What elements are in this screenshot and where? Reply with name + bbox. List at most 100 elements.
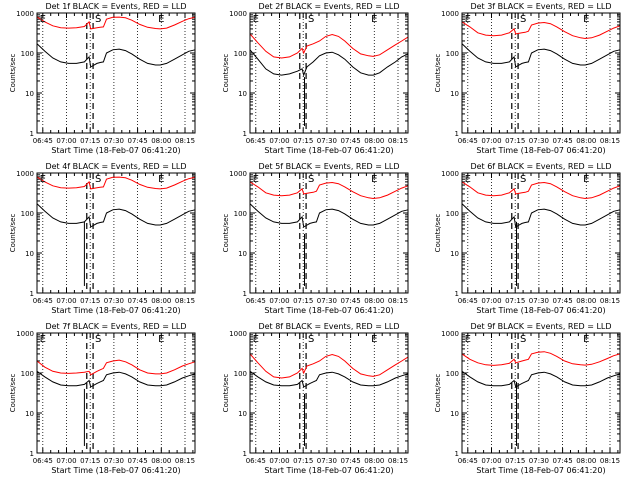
x-tick-label: 08:15 — [600, 457, 620, 465]
series-events-line — [36, 203, 196, 228]
detector-panel-9: Det 9f BLACK = Events, RED = LLD Counts/s… — [434, 322, 621, 475]
series-lld-line — [36, 359, 196, 376]
x-axis-label: Start Time (18-Feb-07 06:41:20) — [51, 466, 180, 475]
x-tick-label: 06:45 — [458, 457, 478, 465]
x-tick-label: 08:15 — [175, 297, 195, 305]
plot-frame — [461, 172, 621, 294]
marker-e: E — [371, 14, 377, 25]
series-lld-line — [249, 181, 409, 200]
marker-s: S — [308, 334, 314, 345]
series-lld-line — [461, 351, 621, 366]
x-tick-label: 06:45 — [246, 137, 266, 145]
panel-title: Det 5f BLACK = Events, RED = LLD — [258, 162, 399, 171]
x-tick-label: 08:15 — [388, 297, 408, 305]
x-tick-label: 08:15 — [175, 137, 195, 145]
x-tick-label: 08:00 — [364, 457, 384, 465]
x-tick-label: 08:00 — [576, 297, 596, 305]
x-tick-label: 06:45 — [33, 137, 53, 145]
marker-e: E — [40, 14, 46, 25]
y-tick-label: 10 — [238, 90, 247, 98]
y-tick-label: 10 — [238, 410, 247, 418]
panel-title: Det 9f BLACK = Events, RED = LLD — [470, 322, 611, 331]
detector-panel-3: Det 3f BLACK = Events, RED = LLD Counts/s… — [434, 2, 621, 155]
marker-s: S — [95, 14, 101, 25]
detector-panel-7: Det 7f BLACK = Events, RED = LLD Counts/s… — [9, 322, 196, 475]
y-tick-label: 1 — [455, 450, 459, 458]
y-tick-label: 10 — [450, 90, 459, 98]
panel-title: Det 1f BLACK = Events, RED = LLD — [45, 2, 186, 11]
marker-e: E — [158, 334, 164, 345]
x-tick-label: 07:15 — [505, 137, 525, 145]
series-events-line — [461, 370, 621, 388]
y-tick-label: 100 — [446, 370, 459, 378]
marker-e: E — [158, 14, 164, 25]
x-tick-label: 07:00 — [56, 137, 76, 145]
series-events-line — [249, 370, 409, 388]
x-tick-label: 07:00 — [56, 297, 76, 305]
y-tick-label: 10 — [450, 250, 459, 258]
y-tick-label: 1000 — [441, 330, 459, 338]
x-tick-label: 08:00 — [576, 137, 596, 145]
y-tick-label: 10 — [450, 410, 459, 418]
series-events-line — [36, 370, 196, 388]
x-tick-label: 07:00 — [481, 137, 501, 145]
y-tick-label: 100 — [234, 210, 247, 218]
y-axis-label: Counts/sec — [9, 374, 17, 413]
x-axis-label: Start Time (18-Feb-07 06:41:20) — [264, 306, 393, 315]
y-tick-label: 1000 — [441, 10, 459, 18]
y-axis-label: Counts/sec — [222, 374, 230, 413]
x-tick-label: 07:15 — [80, 137, 100, 145]
marker-s: S — [520, 174, 526, 185]
y-axis-label: Counts/sec — [434, 374, 442, 413]
marker-e: E — [371, 174, 377, 185]
plot-frame — [36, 172, 196, 294]
x-tick-label: 08:15 — [388, 137, 408, 145]
x-tick-label: 06:45 — [246, 297, 266, 305]
x-tick-label: 07:45 — [553, 297, 573, 305]
marker-s: S — [95, 334, 101, 345]
series-lld-line — [249, 353, 409, 379]
y-tick-label: 1 — [243, 450, 247, 458]
marker-e: E — [253, 14, 259, 25]
plot-frame — [461, 332, 621, 454]
detector-panel-1: Det 1f BLACK = Events, RED = LLD Counts/s… — [9, 2, 196, 155]
x-tick-label: 06:45 — [33, 457, 53, 465]
x-tick-label: 08:15 — [600, 137, 620, 145]
y-axis-label: Counts/sec — [434, 54, 442, 93]
x-tick-label: 07:15 — [80, 297, 100, 305]
detector-panel-6: Det 6f BLACK = Events, RED = LLD Counts/s… — [434, 162, 621, 315]
x-tick-label: 08:00 — [364, 297, 384, 305]
x-axis-label: Start Time (18-Feb-07 06:41:20) — [51, 306, 180, 315]
x-tick-label: 07:15 — [505, 457, 525, 465]
x-tick-label: 06:45 — [33, 297, 53, 305]
series-lld-line — [36, 176, 196, 190]
x-tick-label: 07:00 — [269, 297, 289, 305]
x-axis-label: Start Time (18-Feb-07 06:41:20) — [476, 306, 605, 315]
series-lld-line — [36, 16, 196, 30]
x-tick-label: 08:15 — [175, 457, 195, 465]
y-tick-label: 10 — [238, 250, 247, 258]
x-tick-label: 07:30 — [317, 137, 337, 145]
marker-s: S — [308, 174, 314, 185]
y-tick-label: 100 — [446, 50, 459, 58]
y-tick-label: 1000 — [229, 10, 247, 18]
series-lld-line — [249, 33, 409, 59]
x-tick-label: 07:15 — [293, 297, 313, 305]
x-axis-label: Start Time (18-Feb-07 06:41:20) — [264, 466, 393, 475]
y-axis-label: Counts/sec — [9, 214, 17, 253]
panel-title: Det 3f BLACK = Events, RED = LLD — [470, 2, 611, 11]
x-tick-label: 07:30 — [317, 457, 337, 465]
plot-frame — [249, 172, 409, 294]
marker-e: E — [253, 334, 259, 345]
detector-panel-4: Det 4f BLACK = Events, RED = LLD Counts/s… — [9, 162, 196, 315]
x-tick-label: 06:45 — [458, 297, 478, 305]
x-axis-label: Start Time (18-Feb-07 06:41:20) — [476, 146, 605, 155]
x-tick-label: 08:15 — [600, 297, 620, 305]
x-tick-label: 07:00 — [481, 297, 501, 305]
marker-s: S — [520, 334, 526, 345]
x-tick-label: 07:15 — [293, 137, 313, 145]
x-tick-label: 07:30 — [104, 297, 124, 305]
y-tick-label: 10 — [25, 410, 34, 418]
marker-e: E — [465, 174, 471, 185]
panel-title: Det 7f BLACK = Events, RED = LLD — [45, 322, 186, 331]
